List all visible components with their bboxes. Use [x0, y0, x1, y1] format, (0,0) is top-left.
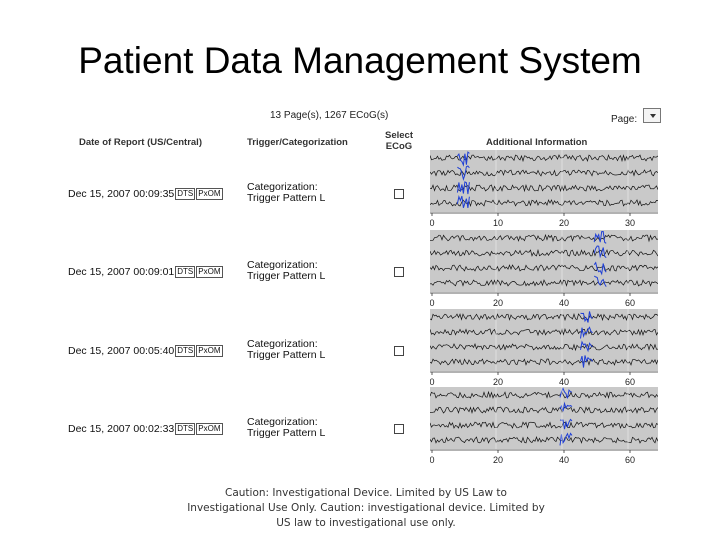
select-ecog-checkbox[interactable] — [394, 267, 404, 277]
trigger-cell: Categorization: Trigger Pattern L — [247, 182, 325, 204]
ecog-thumbnail[interactable]: 0 20 40 60 — [430, 387, 658, 467]
trigger-line-2: Trigger Pattern L — [247, 349, 326, 361]
trigger-line-2: Trigger Pattern L — [247, 270, 326, 282]
trigger-line-1: Categorization: — [247, 259, 318, 271]
dts-badge[interactable]: DTS — [175, 266, 196, 279]
ecog-tick-label: 0 — [430, 377, 435, 387]
ecog-tick-label: 20 — [493, 377, 503, 387]
dts-badge[interactable]: DTS — [175, 423, 196, 436]
ecog-tick-label: 40 — [559, 298, 569, 308]
header-select-ecog: Select ECoG — [385, 130, 413, 152]
trigger-line-2: Trigger Pattern L — [247, 192, 326, 204]
page-label: Page: — [611, 114, 638, 125]
trigger-line-1: Categorization: — [247, 181, 318, 193]
ecog-tick-label: 60 — [625, 377, 635, 387]
ecog-tick-label: 60 — [625, 455, 635, 465]
page-select[interactable] — [643, 108, 661, 123]
report-date: Dec 15, 2007 00:09:35 DTS PxOM — [68, 188, 223, 201]
trigger-line-1: Categorization: — [247, 338, 318, 350]
report-date: Dec 15, 2007 00:05:40 DTS PxOM — [68, 345, 223, 358]
header-date[interactable]: Date of Report (US/Central) — [79, 137, 202, 148]
pxom-badge[interactable]: PxOM — [196, 266, 223, 279]
trigger-cell: Categorization: Trigger Pattern L — [247, 417, 325, 439]
header-trigger[interactable]: Trigger/Categorization — [247, 137, 348, 148]
header-additional-info: Additional Information — [486, 137, 588, 148]
caution-notice: Caution: Investigational Device. Limited… — [187, 487, 545, 529]
select-ecog-checkbox[interactable] — [394, 189, 404, 199]
report-date-text: Dec 15, 2007 00:05:40 — [68, 345, 175, 357]
report-date: Dec 15, 2007 00:09:01 DTS PxOM — [68, 266, 223, 279]
select-ecog-checkbox[interactable] — [394, 346, 404, 356]
report-date-text: Dec 15, 2007 00:09:01 — [68, 266, 175, 278]
ecog-tick-label: 0 — [430, 298, 435, 308]
trigger-cell: Categorization: Trigger Pattern L — [247, 339, 325, 361]
report-date-text: Dec 15, 2007 00:09:35 — [68, 188, 175, 200]
report-date-text: Dec 15, 2007 00:02:33 — [68, 423, 175, 435]
dts-badge[interactable]: DTS — [175, 188, 196, 201]
ecog-thumbnail[interactable]: 0 10 20 30 — [430, 150, 658, 230]
ecog-tick-label: 20 — [493, 455, 503, 465]
ecog-tick-label: 20 — [559, 218, 569, 228]
ecog-tick-label: 0 — [430, 455, 435, 465]
trigger-line-1: Categorization: — [247, 416, 318, 428]
pxom-badge[interactable]: PxOM — [196, 345, 223, 358]
report-date: Dec 15, 2007 00:02:33 DTS PxOM — [68, 423, 223, 436]
page-title: Patient Data Management System — [78, 40, 642, 81]
select-ecog-checkbox[interactable] — [394, 424, 404, 434]
ecog-thumbnail[interactable]: 0 20 40 60 — [430, 230, 658, 310]
ecog-tick-label: 20 — [493, 298, 503, 308]
ecog-tick-label: 40 — [559, 377, 569, 387]
pxom-badge[interactable]: PxOM — [196, 188, 223, 201]
ecog-tick-label: 40 — [559, 455, 569, 465]
page-summary: 13 Page(s), 1267 ECoG(s) — [270, 110, 389, 121]
ecog-tick-label: 0 — [430, 218, 435, 228]
ecog-tick-label: 60 — [625, 298, 635, 308]
dts-badge[interactable]: DTS — [175, 345, 196, 358]
trigger-cell: Categorization: Trigger Pattern L — [247, 260, 325, 282]
ecog-thumbnail[interactable]: 0 20 40 60 — [430, 309, 658, 389]
trigger-line-2: Trigger Pattern L — [247, 427, 326, 439]
ecog-tick-label: 30 — [625, 218, 635, 228]
ecog-tick-label: 10 — [493, 218, 503, 228]
pxom-badge[interactable]: PxOM — [196, 423, 223, 436]
